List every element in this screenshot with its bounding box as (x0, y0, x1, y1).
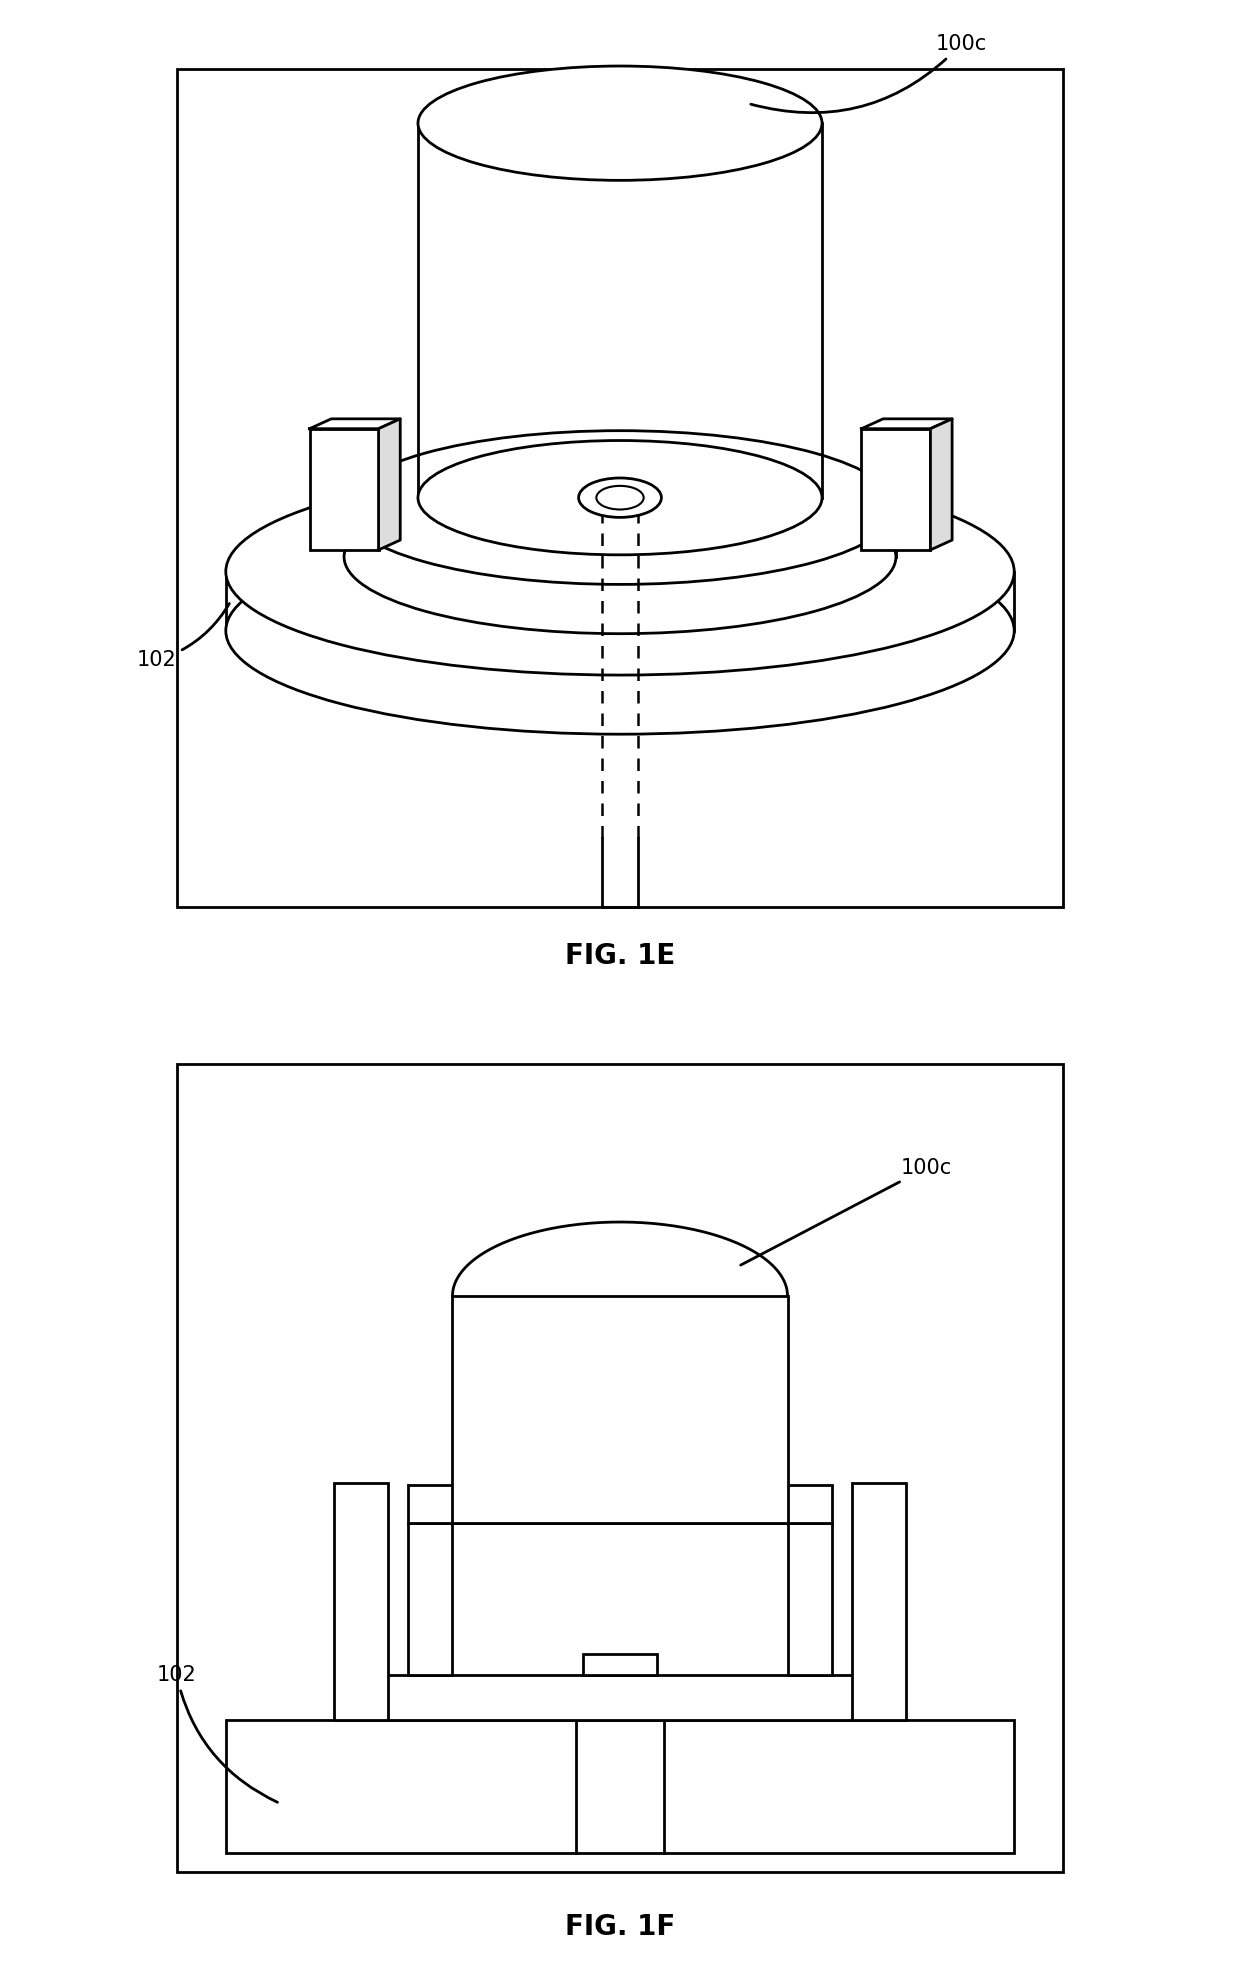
Ellipse shape (418, 442, 822, 556)
Ellipse shape (343, 432, 897, 583)
Bar (408, 1486, 832, 1522)
Bar (583, 1654, 657, 1675)
Ellipse shape (343, 481, 897, 633)
Bar (176, 69, 1064, 907)
Text: 102: 102 (138, 603, 229, 670)
Bar (408, 1522, 453, 1675)
Bar (310, 430, 378, 550)
Polygon shape (862, 420, 952, 430)
Ellipse shape (596, 487, 644, 510)
Text: FIG. 1E: FIG. 1E (565, 942, 675, 970)
Bar (353, 1675, 887, 1719)
Polygon shape (930, 420, 952, 550)
Text: 100c: 100c (740, 1157, 952, 1265)
Ellipse shape (579, 479, 661, 518)
Ellipse shape (418, 65, 822, 181)
Bar (335, 1484, 388, 1719)
Bar (176, 1064, 1064, 1872)
Bar (862, 430, 930, 550)
Ellipse shape (226, 469, 1014, 674)
Bar (226, 1719, 1014, 1853)
Bar (453, 1297, 787, 1522)
Text: FIG. 1F: FIG. 1F (565, 1912, 675, 1941)
Bar (852, 1484, 905, 1719)
Polygon shape (310, 420, 401, 430)
Polygon shape (378, 420, 401, 550)
Text: 102: 102 (156, 1665, 278, 1801)
Ellipse shape (226, 528, 1014, 735)
Bar (787, 1522, 832, 1675)
Text: 100c: 100c (750, 34, 987, 112)
